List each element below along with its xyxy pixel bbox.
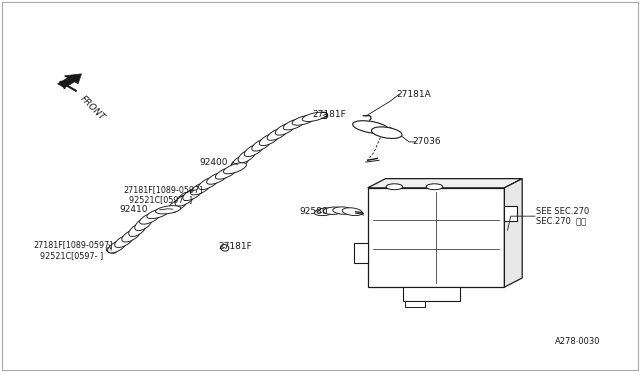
Polygon shape [403,287,460,301]
Ellipse shape [156,206,180,214]
Ellipse shape [198,177,219,190]
Ellipse shape [244,144,264,157]
Ellipse shape [175,193,195,206]
Text: 27036: 27036 [412,137,441,146]
Ellipse shape [220,244,229,251]
Ellipse shape [371,127,402,138]
Ellipse shape [168,206,177,212]
Text: 27181A: 27181A [396,90,431,99]
Ellipse shape [353,121,389,134]
Ellipse shape [259,133,279,145]
Ellipse shape [267,128,287,140]
Text: SEC.270  参照: SEC.270 参照 [536,217,586,225]
Ellipse shape [191,182,211,195]
Text: 27181F: 27181F [312,110,346,119]
Ellipse shape [168,199,187,212]
Ellipse shape [108,240,126,253]
Ellipse shape [115,235,133,247]
Polygon shape [504,206,517,221]
Ellipse shape [122,229,140,242]
Ellipse shape [386,184,403,190]
Text: 27181F: 27181F [218,242,252,251]
Ellipse shape [333,207,353,214]
Ellipse shape [323,207,344,214]
Text: 27181F[1089-0597]: 27181F[1089-0597] [34,240,113,249]
Text: 92521C[0597- ]: 92521C[0597- ] [129,195,193,205]
Text: 92410: 92410 [120,205,148,214]
Ellipse shape [238,149,256,163]
Polygon shape [368,188,504,287]
Ellipse shape [140,212,160,224]
Ellipse shape [183,187,202,201]
Ellipse shape [275,123,296,135]
Ellipse shape [284,119,305,130]
Polygon shape [404,301,425,307]
Ellipse shape [232,155,250,169]
Ellipse shape [223,163,246,174]
Text: A278⋅0030: A278⋅0030 [556,337,601,346]
Ellipse shape [106,247,116,253]
Polygon shape [368,179,522,188]
Text: 92400: 92400 [199,158,228,167]
Ellipse shape [342,208,362,216]
Text: FRONT: FRONT [78,94,106,122]
Text: SEE SEC.270: SEE SEC.270 [536,207,589,216]
Text: 27181F[1089-0597]: 27181F[1089-0597] [123,185,202,194]
Ellipse shape [216,167,237,179]
Ellipse shape [129,223,146,237]
Ellipse shape [314,208,335,216]
Text: 92580: 92580 [300,207,328,216]
Ellipse shape [252,138,271,151]
Ellipse shape [321,112,328,118]
Ellipse shape [135,217,152,231]
Polygon shape [354,243,368,263]
Ellipse shape [231,163,241,169]
Polygon shape [58,74,81,88]
Ellipse shape [207,172,228,184]
Polygon shape [504,179,522,287]
Ellipse shape [292,115,316,125]
Ellipse shape [426,184,443,190]
Text: 92521C[0597- ]: 92521C[0597- ] [40,251,104,260]
Ellipse shape [302,112,327,122]
Ellipse shape [147,208,170,219]
